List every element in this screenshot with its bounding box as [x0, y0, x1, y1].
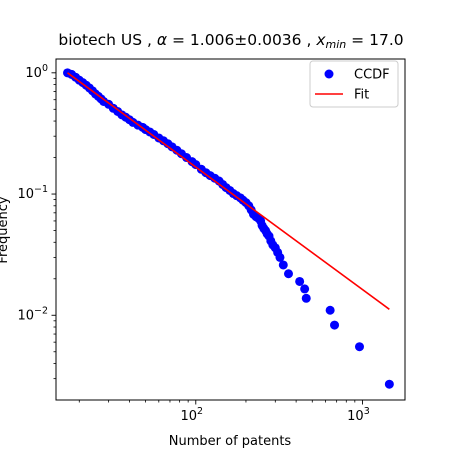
title-alpha-symbol: α: [157, 31, 167, 49]
legend-ccdf-marker: [325, 70, 334, 79]
title-xmin-value: = 17.0: [346, 31, 403, 49]
y-axis-label: Frequency: [0, 196, 11, 263]
title-alpha-value: = 1.006±0.0036 ,: [167, 31, 316, 49]
ccdf-point: [326, 306, 335, 315]
ccdf-point: [295, 277, 304, 286]
chart-title: biotech US , α = 1.006±0.0036 , xmin = 1…: [58, 31, 403, 51]
title-prefix: biotech US ,: [58, 31, 156, 49]
ccdf-point: [355, 342, 364, 351]
x-axis-label: Number of patents: [169, 434, 292, 449]
legend: CCDF Fit: [310, 61, 398, 107]
legend-label: Fit: [354, 88, 369, 103]
legend-label: CCDF: [354, 68, 390, 83]
ccdf-point: [279, 260, 288, 269]
ccdf-point: [385, 380, 394, 389]
ccdf-point: [284, 269, 293, 278]
ccdf-point: [330, 321, 339, 330]
title-xmin-subscript: min: [326, 38, 347, 51]
ccdf-point: [300, 284, 309, 293]
ccdf-point: [302, 294, 311, 303]
